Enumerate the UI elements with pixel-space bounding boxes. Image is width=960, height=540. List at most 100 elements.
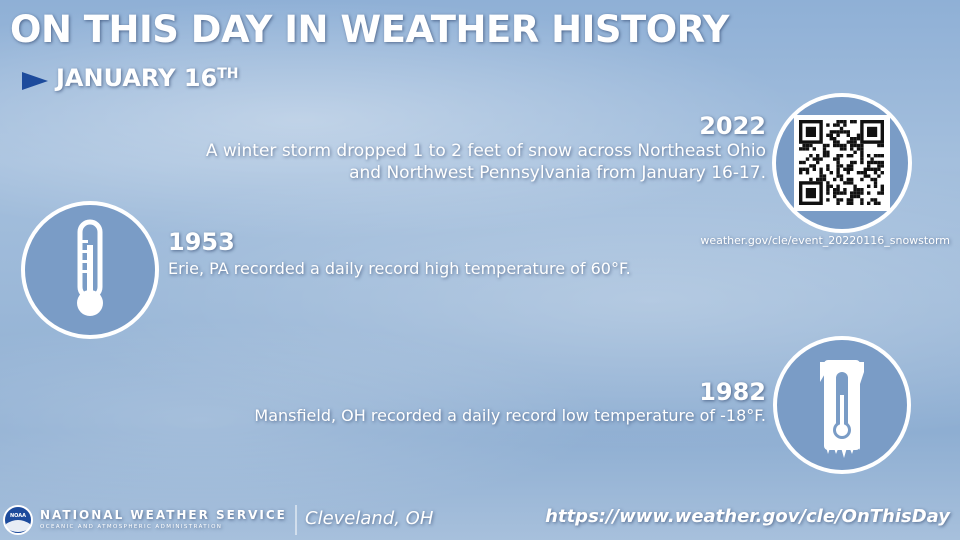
qr-module — [843, 167, 847, 171]
frozen-thermometer-icon — [820, 360, 864, 458]
qr-module — [846, 198, 850, 202]
qr-module — [833, 177, 837, 182]
qr-module — [812, 164, 816, 168]
qr-module — [826, 150, 830, 154]
office: Cleveland, OH — [305, 508, 434, 529]
qr-module — [843, 147, 847, 151]
qr-module — [799, 167, 803, 171]
qr-module — [812, 167, 816, 171]
qr-module — [805, 188, 816, 199]
qr-module — [826, 198, 830, 202]
qr-module — [839, 126, 844, 131]
qr-module — [829, 171, 833, 175]
qr-module — [863, 167, 867, 171]
qr-module — [836, 143, 840, 148]
qr-module — [805, 157, 810, 161]
qr-module — [870, 160, 874, 165]
qr-module — [839, 174, 844, 178]
qr-module — [843, 191, 847, 195]
qr-module — [880, 160, 884, 165]
qr-module — [816, 177, 820, 182]
qr-module — [843, 143, 847, 148]
qr-module — [853, 191, 857, 195]
qr-module — [819, 167, 823, 171]
qr-module — [850, 160, 854, 165]
qr-module — [833, 157, 837, 161]
qr-module — [856, 147, 861, 151]
qr-module — [822, 150, 827, 154]
qr-module — [833, 123, 837, 127]
qr-module — [860, 160, 864, 165]
qr-module — [836, 164, 840, 168]
qr-module — [843, 130, 847, 134]
qr-module — [877, 160, 881, 165]
qr-module — [846, 167, 850, 171]
qr-module — [867, 184, 871, 188]
event-text: and Northwest Pennsylvania from January … — [349, 163, 766, 183]
date: JANUARY 16TH — [56, 64, 239, 92]
qr-module — [877, 143, 881, 148]
qr-module — [836, 120, 840, 124]
qr-module — [880, 188, 884, 192]
qr-module — [802, 167, 806, 171]
qr-module — [846, 171, 850, 175]
qr-module — [822, 174, 827, 178]
qr-module — [863, 171, 867, 175]
qr-module — [850, 198, 854, 202]
qr-module — [873, 201, 878, 205]
qr-module — [867, 191, 871, 195]
qr-module — [873, 171, 878, 175]
qr-module — [867, 154, 871, 158]
qr-module — [836, 174, 840, 178]
qr-module — [802, 143, 806, 148]
qr-module — [877, 201, 881, 205]
qr-module — [819, 171, 823, 175]
logo-text: NOAA — [10, 513, 26, 519]
qr-module — [836, 198, 840, 202]
qr-module — [873, 177, 878, 182]
qr-module — [850, 194, 854, 199]
qr-module — [856, 188, 861, 192]
qr-module — [850, 164, 854, 168]
qr-module — [829, 137, 833, 141]
qr-module — [860, 191, 864, 195]
qr-module — [877, 154, 881, 158]
qr-module — [833, 191, 837, 195]
qr-module — [826, 184, 830, 188]
qr-module — [836, 154, 840, 158]
qr-module — [839, 198, 844, 202]
qr-module — [873, 167, 878, 171]
qr-module — [850, 167, 854, 171]
qr-module — [809, 177, 813, 182]
qr-module — [819, 174, 823, 178]
qr-module — [836, 188, 840, 192]
qr-module — [870, 177, 874, 182]
qr-module — [860, 143, 864, 148]
qr-module — [846, 133, 850, 137]
qr-module — [880, 143, 884, 148]
qr-module — [856, 143, 861, 148]
qr-module — [836, 201, 840, 205]
qr-module — [850, 143, 854, 148]
qr-module — [856, 137, 861, 141]
qr-module — [826, 133, 830, 137]
qr-module — [850, 154, 854, 158]
qr-module — [867, 167, 871, 171]
event-text: Erie, PA recorded a daily record high te… — [168, 259, 631, 278]
qr-module — [826, 181, 830, 185]
qr-module — [877, 167, 881, 171]
qr-module — [839, 143, 844, 148]
qr-module — [802, 147, 806, 151]
qr-module — [822, 143, 827, 148]
qr-module — [816, 157, 820, 161]
qr-module — [836, 157, 840, 161]
qr-module — [839, 164, 844, 168]
qr-module — [853, 150, 857, 154]
qr-module — [856, 194, 861, 199]
qr-module — [829, 184, 833, 188]
qr-module — [860, 171, 864, 175]
arrow — [22, 72, 48, 90]
qr-module — [853, 137, 857, 141]
qr-module — [822, 147, 827, 151]
